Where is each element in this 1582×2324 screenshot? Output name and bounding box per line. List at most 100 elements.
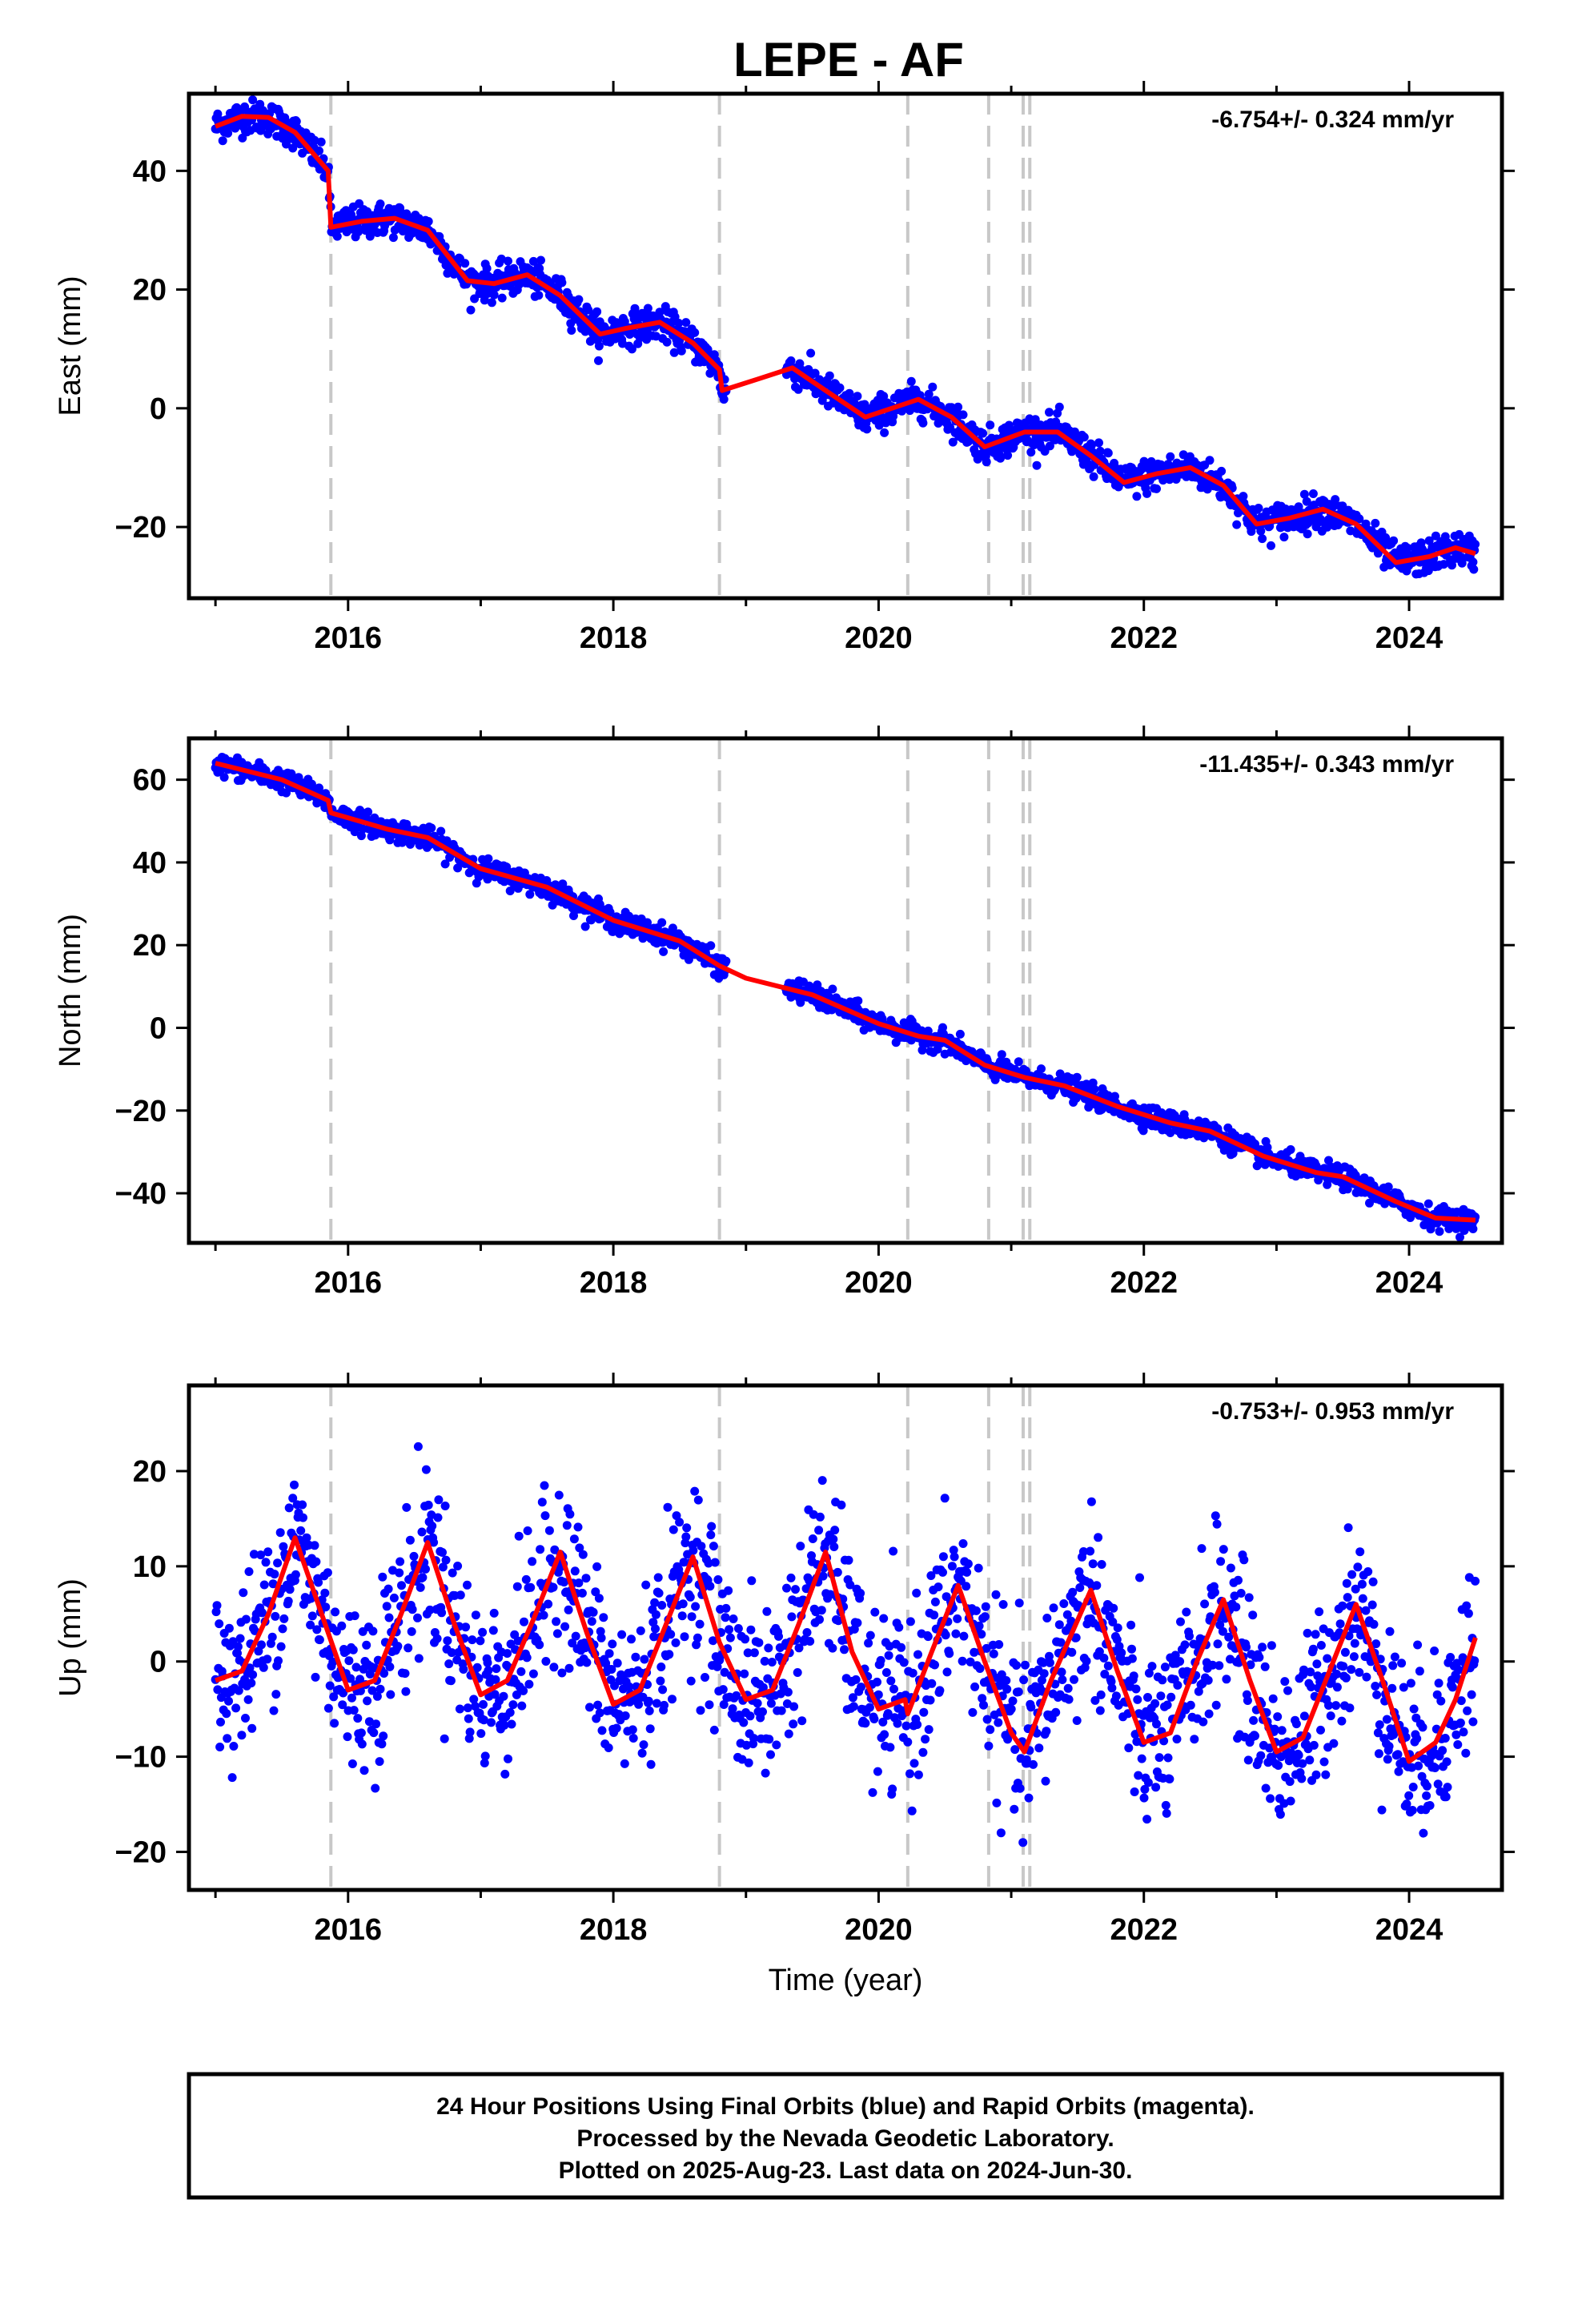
up-point: [974, 1621, 984, 1630]
up-point: [540, 1511, 550, 1521]
up-point: [719, 1700, 729, 1709]
east-point: [310, 135, 319, 145]
up-point: [1219, 1545, 1228, 1554]
north-point: [1072, 1072, 1082, 1082]
up-point: [672, 1511, 681, 1521]
up-point: [1064, 1695, 1074, 1704]
up-point: [651, 1610, 661, 1619]
up-point: [479, 1699, 488, 1709]
up-point: [338, 1700, 347, 1710]
up-point: [886, 1676, 896, 1686]
east-point: [1439, 560, 1448, 569]
up-point: [472, 1663, 482, 1672]
up-point: [624, 1682, 634, 1691]
up-point: [982, 1715, 992, 1724]
up-point: [1226, 1563, 1235, 1573]
up-point: [636, 1626, 645, 1635]
up-point: [926, 1571, 936, 1580]
up-point: [464, 1734, 474, 1743]
up-point: [1312, 1659, 1322, 1669]
up-point: [409, 1551, 419, 1561]
up-point: [940, 1494, 950, 1503]
up-point: [1092, 1581, 1102, 1590]
up-point: [1045, 1651, 1054, 1661]
up-point: [1071, 1633, 1081, 1642]
east-point: [1045, 408, 1054, 417]
up-point: [1285, 1777, 1295, 1787]
east-point: [643, 304, 652, 313]
up-point: [356, 1728, 366, 1738]
up-point: [1058, 1675, 1067, 1684]
up-point: [1255, 1653, 1264, 1662]
up-point: [1251, 1731, 1259, 1741]
up-point: [544, 1526, 554, 1535]
up-point: [355, 1675, 364, 1684]
north-points: [211, 753, 1480, 1242]
east-point: [1469, 565, 1479, 574]
up-point: [691, 1602, 701, 1611]
up-point: [400, 1669, 410, 1679]
up-point: [979, 1700, 988, 1710]
up-point: [592, 1562, 602, 1571]
up-point: [353, 1714, 363, 1723]
north-point: [684, 955, 693, 964]
up-point: [707, 1522, 717, 1531]
up-point: [1051, 1707, 1061, 1717]
east-point: [1302, 497, 1311, 506]
up-point: [234, 1686, 243, 1695]
up-point: [1345, 1703, 1355, 1713]
east-point: [810, 368, 820, 378]
up-point: [351, 1663, 361, 1672]
up-point: [499, 1691, 508, 1701]
east-point: [1032, 460, 1042, 470]
up-point: [903, 1737, 913, 1747]
up-point: [959, 1631, 969, 1641]
up-point: [347, 1693, 356, 1703]
north-point: [997, 1050, 1006, 1059]
up-point: [787, 1612, 797, 1622]
up-point: [1308, 1644, 1318, 1654]
up-point: [951, 1629, 961, 1638]
up-point: [320, 1588, 330, 1598]
up-point: [580, 1643, 590, 1653]
up-point: [958, 1656, 967, 1666]
up-point: [229, 1742, 239, 1751]
up-point: [991, 1590, 1001, 1599]
up-point: [1090, 1695, 1100, 1705]
east-point: [982, 457, 991, 467]
up-point: [278, 1624, 287, 1634]
up-point: [383, 1584, 393, 1594]
up-point: [1147, 1662, 1157, 1671]
east-point: [1423, 566, 1433, 576]
up-point: [540, 1481, 549, 1490]
up-point: [377, 1739, 387, 1749]
east-point: [482, 263, 492, 273]
up-point: [223, 1734, 232, 1743]
north-y-tick-label: 40: [133, 846, 167, 880]
up-point: [1086, 1546, 1095, 1556]
up-point: [298, 1500, 307, 1510]
up-point: [760, 1656, 769, 1666]
up-point: [1014, 1598, 1024, 1608]
up-point: [941, 1630, 950, 1640]
up-point: [1316, 1641, 1326, 1650]
up-point: [350, 1611, 359, 1621]
up-point: [1347, 1570, 1357, 1579]
figure-title: LEPE - AF: [733, 33, 964, 86]
up-point: [971, 1606, 981, 1615]
north-y-tick-label: 60: [133, 764, 167, 798]
up-point: [796, 1542, 805, 1551]
up-point: [421, 1564, 430, 1574]
up-point: [569, 1534, 579, 1544]
up-point: [1246, 1660, 1255, 1670]
up-point: [883, 1709, 893, 1719]
up-point: [591, 1587, 600, 1597]
up-point: [1045, 1658, 1054, 1667]
east-point: [1267, 541, 1275, 550]
up-point: [1139, 1793, 1149, 1803]
up-point: [656, 1663, 666, 1671]
up-point: [1154, 1753, 1164, 1763]
up-point: [367, 1686, 377, 1695]
up-point: [259, 1663, 268, 1672]
up-point: [815, 1512, 825, 1522]
